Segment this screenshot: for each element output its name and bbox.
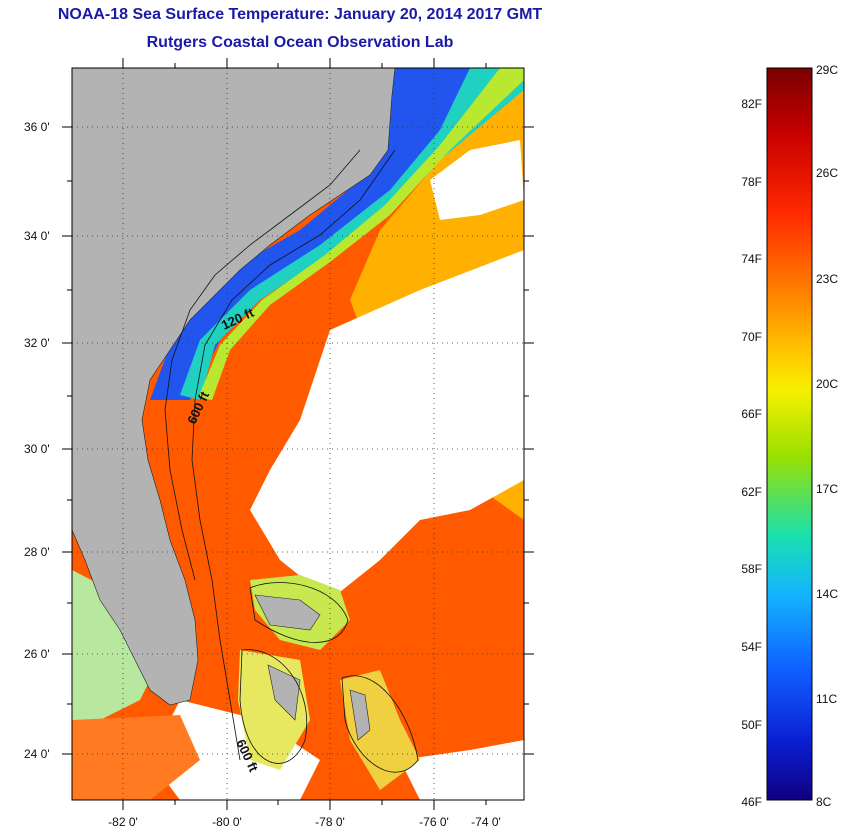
- cbar-f-74: 74F: [741, 252, 762, 266]
- cbar-c-14: 14C: [816, 587, 838, 601]
- cloud-cover-north: [430, 140, 524, 220]
- lat-label-30: 30 0': [24, 442, 50, 456]
- cbar-f-66: 66F: [741, 407, 762, 421]
- cbar-c-17: 17C: [816, 482, 838, 496]
- lat-label-24: 24 0': [24, 747, 50, 761]
- contour-600ft: [191, 149, 396, 761]
- map-frame: [71, 67, 525, 801]
- land-mainland: [72, 68, 396, 706]
- cloud-cover: [250, 250, 524, 600]
- lat-label-34: 34 0': [24, 229, 50, 243]
- cbar-f-78: 78F: [741, 175, 762, 189]
- gulf-water: [72, 715, 200, 800]
- cbar-c-20: 20C: [816, 377, 838, 391]
- cloud-cover-south: [150, 700, 320, 800]
- cbar-c-8: 8C: [816, 795, 832, 809]
- lat-label-36: 36 0': [24, 120, 50, 134]
- land-eleuthera: [349, 689, 371, 741]
- land-grand-bahama: [254, 594, 321, 631]
- contour-120ft: [164, 149, 361, 581]
- cbar-f-62: 62F: [741, 485, 762, 499]
- cbar-c-11: 11C: [816, 692, 837, 706]
- lon-label-74: -74 0': [471, 815, 501, 829]
- cbar-f-54: 54F: [741, 640, 762, 654]
- florida-bay-water: [72, 570, 160, 720]
- contour-bahama-bank: [249, 582, 349, 643]
- lon-label-82: -82 0': [108, 815, 138, 829]
- map-title: NOAA-18 Sea Surface Temperature: January…: [57, 6, 543, 23]
- colorbar-scale: [766, 67, 813, 801]
- cbar-f-82: 82F: [741, 97, 762, 111]
- contour-exuma-bank: [341, 675, 419, 773]
- cbar-c-23: 23C: [816, 272, 838, 286]
- cbar-f-46: 46F: [741, 795, 762, 809]
- lat-label-28: 28 0': [24, 545, 50, 559]
- cbar-c-26: 26C: [816, 166, 838, 180]
- cbar-f-50: 50F: [741, 718, 762, 732]
- cloud-cover-southeast: [400, 740, 524, 800]
- cbar-f-70: 70F: [741, 330, 762, 344]
- land-andros: [267, 664, 301, 721]
- cbar-c-29: 29C: [816, 63, 838, 77]
- lon-label-78: -78 0': [315, 815, 345, 829]
- shelf-yellow-water: [198, 68, 524, 400]
- contour-andros-bank: [239, 649, 307, 764]
- lat-label-26: 26 0': [24, 647, 50, 661]
- map-subtitle: Rutgers Coastal Ocean Observation Lab: [146, 34, 454, 51]
- cbar-f-58: 58F: [741, 562, 762, 576]
- lat-label-32: 32 0': [24, 336, 50, 350]
- lon-label-80: -80 0': [212, 815, 242, 829]
- lon-label-76: -76 0': [419, 815, 449, 829]
